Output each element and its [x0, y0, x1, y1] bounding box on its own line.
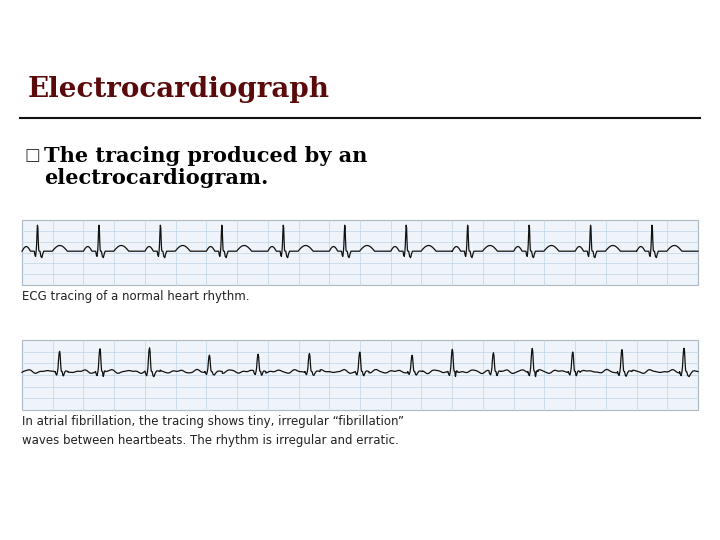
Text: ECG tracing of a normal heart rhythm.: ECG tracing of a normal heart rhythm.	[22, 290, 250, 303]
Bar	[22, 220, 698, 285]
Text: electrocardiogram.: electrocardiogram.	[44, 168, 269, 188]
Text: In atrial fibrillation, the tracing shows tiny, irregular “fibrillation”
waves b: In atrial fibrillation, the tracing show…	[22, 415, 404, 447]
Bar	[22, 340, 698, 410]
Text: □: □	[24, 146, 40, 164]
Text: Electrocardiograph: Electrocardiograph	[28, 76, 330, 103]
Text: The tracing produced by an: The tracing produced by an	[44, 146, 367, 166]
